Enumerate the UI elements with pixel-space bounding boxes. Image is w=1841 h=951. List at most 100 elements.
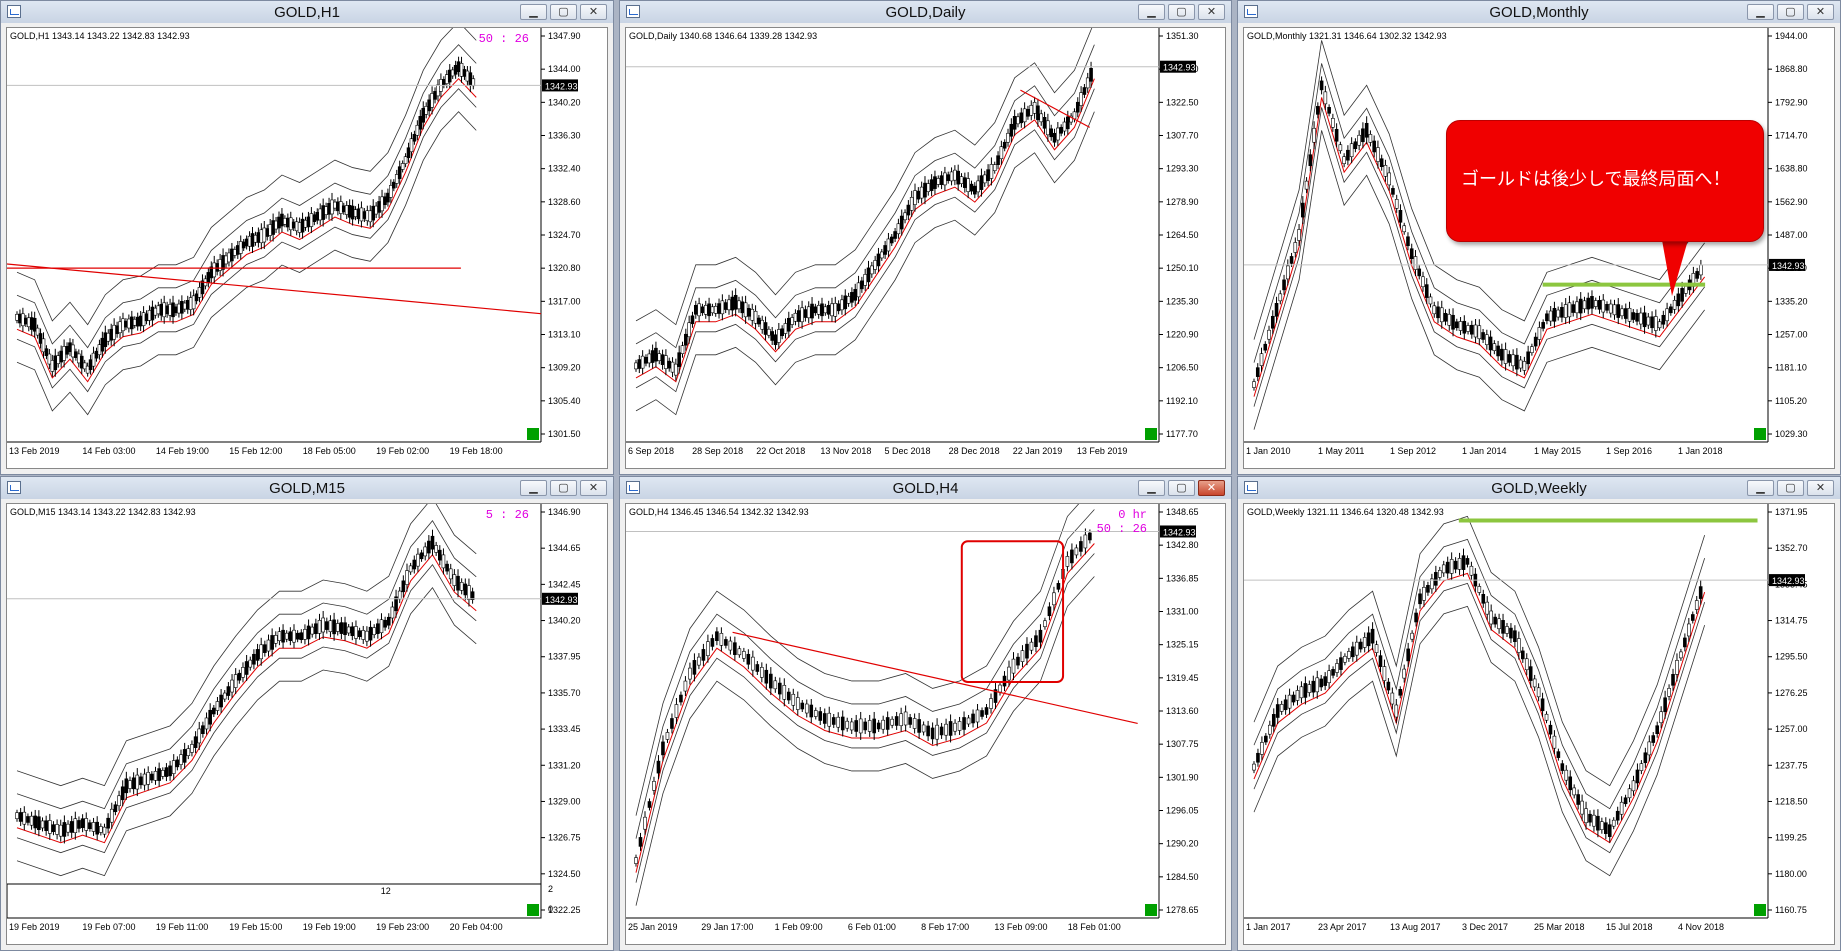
- candle-body: [1016, 656, 1020, 666]
- candle-body: [840, 716, 845, 731]
- chart-area[interactable]: 1351.301336.901322.501307.701293.301278.…: [625, 27, 1226, 469]
- chart-window-weekly[interactable]: GOLD,Weekly▁▢✕ 1371.951352.701333.451314.…: [1237, 476, 1841, 951]
- candle-body: [131, 777, 136, 790]
- close-button[interactable]: ✕: [580, 4, 607, 20]
- candle-body: [59, 350, 63, 363]
- candle-body: [853, 289, 858, 301]
- candle-body: [1267, 329, 1271, 340]
- chart-window-icon[interactable]: [1244, 5, 1258, 18]
- candle-body: [1642, 312, 1647, 328]
- lower-band: [16, 587, 477, 877]
- bar-timer: 50 : 26: [478, 32, 529, 46]
- close-button[interactable]: ✕: [1198, 4, 1225, 20]
- candle-body: [1485, 601, 1490, 615]
- candle-body: [1370, 628, 1375, 644]
- chart-window-icon[interactable]: [1244, 481, 1258, 494]
- y-tick-label: 1324.50: [548, 869, 581, 879]
- candle-body: [930, 727, 935, 740]
- title-bar[interactable]: GOLD,Monthly ▁ ▢ ✕: [1238, 1, 1840, 23]
- maximize-button[interactable]: ▢: [1168, 4, 1195, 20]
- x-tick-label: 4 Nov 2018: [1678, 922, 1724, 932]
- chart-window-m15[interactable]: GOLD,M15 ▁ ▢ ✕ 1346.90 1344.65 1342.45 1340.20 1…: [0, 476, 614, 951]
- minimize-button[interactable]: ▁: [1138, 4, 1165, 20]
- title-bar[interactable]: GOLD,Weekly ▁ ▢ ✕: [1238, 477, 1840, 499]
- minimize-button[interactable]: ▁: [1138, 480, 1165, 496]
- chart-area[interactable]: 1348.65 1342.80 1336.85 1331.00 1325.15 1319.…: [625, 503, 1226, 945]
- minimize-button[interactable]: ▁: [520, 4, 547, 20]
- candle-body: [1496, 345, 1500, 357]
- candle-body: [1259, 353, 1264, 366]
- chart-area[interactable]: 1346.90 1344.65 1342.45 1340.20 1337.95 1335.…: [6, 503, 608, 945]
- candle-body: [1623, 797, 1628, 805]
- candle-body: [412, 559, 417, 570]
- candle-body: [846, 296, 851, 304]
- candle-body: [1528, 666, 1533, 681]
- minimize-button[interactable]: ▁: [520, 480, 547, 496]
- candle-body: [740, 301, 745, 314]
- candle-body: [241, 667, 245, 678]
- candle-body: [394, 596, 398, 612]
- candle-body: [973, 185, 977, 195]
- y-tick-label: 1276.25: [1775, 688, 1808, 698]
- highlight-box: [960, 540, 1065, 684]
- candle-body: [310, 626, 315, 635]
- upper-band-1: [635, 509, 1095, 839]
- candle-body: [263, 644, 267, 653]
- candle-body: [306, 625, 311, 640]
- candle-body: [177, 303, 181, 314]
- close-button[interactable]: ✕: [1807, 480, 1834, 496]
- close-button[interactable]: ✕: [1807, 4, 1834, 20]
- candle-body: [1548, 724, 1553, 735]
- maximize-button[interactable]: ▢: [550, 4, 577, 20]
- y-tick-label: 1296.05: [1166, 806, 1199, 816]
- chart-window-h1[interactable]: GOLD,H1 ▁ ▢ ✕ 1347.90 1344.00 1340.20 1336.30 13…: [0, 0, 614, 475]
- title-bar[interactable]: GOLD,H4 ▁ ▢ ✕: [620, 477, 1231, 499]
- chart-window-h4[interactable]: GOLD,H4 ▁ ▢ ✕ 1348.65 1342.80 1336.85 1331.00 13…: [619, 476, 1232, 951]
- title-bar[interactable]: GOLD,H1 ▁ ▢ ✕: [1, 1, 613, 23]
- candle-body: [153, 771, 158, 781]
- candle-body: [1085, 77, 1090, 89]
- chart-window-daily[interactable]: GOLD,Daily▁▢✕ 1351.301336.901322.501307.7…: [619, 0, 1232, 475]
- candle-body: [1556, 309, 1560, 318]
- chart-window-icon[interactable]: [626, 481, 640, 494]
- chart-window-icon[interactable]: [626, 5, 640, 18]
- candle-body: [1500, 348, 1504, 361]
- candle-body: [763, 322, 768, 335]
- y-tick-label: 1340.20: [548, 97, 581, 107]
- candle-body: [1695, 271, 1699, 279]
- candle-body: [127, 318, 131, 329]
- title-bar[interactable]: GOLD,M15 ▁ ▢ ✕: [1, 477, 613, 499]
- candle-body: [427, 99, 431, 112]
- chart-area[interactable]: 1371.951352.701333.451314.751295.501276.…: [1243, 503, 1835, 945]
- candle-body: [1679, 651, 1683, 659]
- candle-body: [1414, 612, 1418, 623]
- candle-body: [786, 691, 791, 701]
- maximize-button[interactable]: ▢: [1777, 480, 1804, 496]
- maximize-button[interactable]: ▢: [1777, 4, 1804, 20]
- candle-body: [899, 215, 904, 230]
- candle-body: [773, 680, 778, 690]
- minimize-button[interactable]: ▁: [1747, 4, 1774, 20]
- close-button[interactable]: ✕: [1198, 480, 1225, 496]
- minimize-button[interactable]: ▁: [1747, 480, 1774, 496]
- candle-body: [1552, 735, 1557, 749]
- candle-body: [377, 201, 381, 213]
- candle-body: [1260, 742, 1264, 755]
- chart-area[interactable]: 1347.90 1344.00 1340.20 1336.30 1332.40 1328.…: [6, 27, 608, 469]
- upper-band: [635, 28, 1093, 326]
- candle-body: [237, 672, 242, 681]
- candle-body: [346, 626, 351, 634]
- chart-window-icon[interactable]: [7, 481, 21, 494]
- x-tick-label: 13 Feb 2019: [9, 446, 60, 456]
- chart-window-icon[interactable]: [7, 5, 21, 18]
- candle-body: [356, 208, 361, 220]
- close-button[interactable]: ✕: [580, 480, 607, 496]
- lower-band-1: [16, 88, 477, 393]
- candle-body: [657, 353, 662, 361]
- maximize-button[interactable]: ▢: [550, 480, 577, 496]
- title-bar[interactable]: GOLD,Daily ▁ ▢ ✕: [620, 1, 1231, 23]
- maximize-button[interactable]: ▢: [1168, 480, 1195, 496]
- chart-area[interactable]: 1944.00 1868.80 1792.90 1714.70 1638.80 1562.…: [1243, 27, 1835, 469]
- candle-body: [191, 295, 196, 310]
- y-tick-label: 1371.95: [1775, 507, 1808, 517]
